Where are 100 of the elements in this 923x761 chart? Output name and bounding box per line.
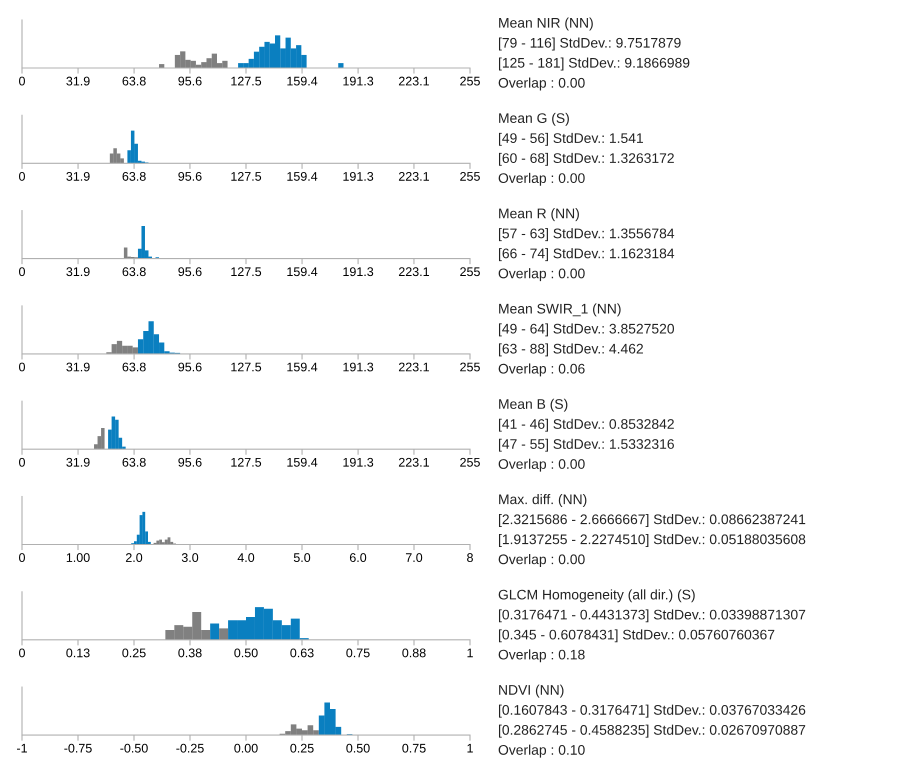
text: GLCM Homogeneity (all dir.) (S): [498, 589, 695, 602]
text: [125 - 181] StdDev.: 9.1866989: [498, 58, 690, 70]
x-tick-label: 191.3: [343, 267, 374, 276]
x-tick-label: 8: [467, 553, 473, 562]
x-tick-label: 0.75: [402, 744, 426, 753]
text: [0.345 - 0.6078431] StdDev.: 0.05760760367: [498, 629, 774, 642]
text: [0.2862745 - 0.4588235] StdDev.: 0.02670970887: [498, 724, 806, 738]
x-tick-label: 127.5: [231, 267, 262, 276]
x-tick-label: 159.4: [287, 458, 318, 467]
text: Overlap : 0.00: [498, 268, 585, 282]
x-tick-label: 0: [19, 172, 25, 181]
text: [47 - 55] StdDev.: 1.5332316: [498, 438, 674, 452]
text: [0.1607843 - 0.3176471] StdDev.: 0.03767033426: [498, 704, 806, 718]
x-tick-label: 1.00: [66, 553, 90, 562]
x-tick-label: 127.5: [231, 362, 262, 372]
text: [63 - 88] StdDev.: 4.462: [498, 343, 643, 356]
text: [2.3215686 - 2.6666667] StdDev.: 0.08662387241: [498, 514, 806, 527]
text: [60 - 68] StdDev.: 1.3263172: [498, 152, 674, 166]
text: [0.3176471 - 0.4431373] StdDev.: 0.03398871307: [498, 609, 806, 622]
text: Mean R (NN): [499, 208, 579, 222]
x-tick-label: 1: [467, 744, 473, 752]
x-tick-label: 0: [19, 458, 25, 467]
text: Overlap : 0.10: [498, 744, 585, 758]
text: Max. diff. (NN): [499, 494, 586, 507]
text: [79 - 116] StdDev.: 9.7517879: [498, 38, 681, 50]
x-tick-label: 0: [19, 362, 25, 372]
x-tick-label: 1: [467, 648, 473, 658]
x-tick-label: 0: [19, 76, 25, 86]
x-tick-label: 4.0: [238, 553, 254, 562]
text: Overlap : 0.00: [498, 554, 585, 567]
x-tick-label: 95.6: [178, 267, 202, 276]
x-tick-label: 0: [19, 553, 25, 562]
text: Overlap : 0.00: [498, 78, 585, 90]
x-tick-label: 255: [460, 458, 480, 467]
text: Overlap : 0.00: [498, 458, 585, 472]
x-tick-label: 63.8: [122, 267, 146, 276]
x-tick-label: 3.0: [182, 553, 198, 562]
x-tick-label: 223.1: [398, 267, 429, 276]
text: [57 - 63] StdDev.: 1.3556784: [498, 228, 674, 242]
x-tick-label: 95.6: [178, 458, 202, 467]
x-tick-label: 6.0: [350, 553, 366, 562]
x-tick-label: 255: [460, 267, 480, 276]
x-tick-label: 0.63: [290, 648, 314, 658]
x-tick-label: 223.1: [398, 362, 429, 372]
x-tick-label: 255: [460, 362, 480, 372]
x-tick-label: 95.6: [178, 172, 202, 181]
text: NDVI (NN): [499, 684, 564, 698]
x-tick-label: 0: [19, 648, 25, 658]
text: [49 - 64] StdDev.: 3.8527520: [498, 323, 674, 336]
text: [41 - 46] StdDev.: 0.8532842: [498, 418, 674, 432]
x-tick-label: -0.25: [176, 744, 204, 753]
x-tick-label: 0.25: [122, 648, 146, 658]
x-tick-label: 0.00: [234, 744, 258, 753]
x-tick-label: 31.9: [66, 267, 90, 276]
x-tick-label: 191.3: [343, 76, 374, 86]
x-tick-label: 63.8: [122, 458, 146, 467]
text: Mean B (S): [499, 398, 568, 412]
x-tick-label: 63.8: [122, 362, 146, 372]
x-tick-label: 0.13: [66, 648, 90, 658]
x-tick-label: 0: [19, 267, 25, 276]
x-tick-label: 0.75: [346, 648, 370, 658]
x-tick-label: 127.5: [231, 172, 262, 181]
x-tick-label: 95.6: [178, 76, 202, 86]
x-tick-label: -1: [17, 744, 27, 752]
x-tick-label: 127.5: [231, 76, 262, 86]
x-tick-label: -0.50: [120, 744, 148, 753]
x-tick-label: 255: [460, 172, 480, 181]
x-tick-label: 63.8: [122, 172, 146, 181]
x-tick-label: 127.5: [231, 458, 262, 467]
x-tick-label: 0.25: [290, 744, 314, 753]
x-tick-label: 223.1: [398, 458, 429, 467]
x-tick-label: 191.3: [343, 362, 374, 372]
x-tick-label: 159.4: [287, 172, 318, 181]
text: [66 - 74] StdDev.: 1.1623184: [498, 248, 674, 262]
text: [1.9137255 - 2.2274510] StdDev.: 0.05188035608: [498, 534, 806, 547]
text: Overlap : 0.06: [498, 363, 585, 376]
x-tick-label: 31.9: [66, 76, 90, 86]
x-tick-label: 191.3: [343, 172, 374, 181]
x-tick-label: 159.4: [287, 267, 318, 276]
x-tick-label: 255: [460, 76, 480, 86]
text: [49 - 56] StdDev.: 1.541: [498, 132, 643, 146]
x-tick-label: 0.50: [346, 744, 370, 753]
x-tick-label: 191.3: [343, 458, 374, 467]
text: Mean NIR (NN): [499, 18, 593, 30]
x-tick-label: 159.4: [287, 76, 318, 86]
x-tick-label: 95.6: [178, 362, 202, 372]
x-tick-label: 5.0: [294, 553, 310, 562]
x-tick-label: 31.9: [66, 362, 90, 372]
x-tick-label: 159.4: [287, 362, 318, 372]
x-tick-label: 7.0: [406, 553, 422, 562]
x-tick-label: -0.75: [64, 744, 92, 753]
x-tick-label: 0.50: [234, 648, 258, 658]
x-tick-label: 223.1: [398, 172, 429, 181]
x-tick-label: 0.88: [402, 648, 426, 658]
text: Mean G (S): [499, 112, 569, 126]
text: Mean SWIR_1 (NN): [499, 303, 621, 316]
x-tick-label: 63.8: [122, 76, 146, 86]
text: Overlap : 0.18: [498, 649, 585, 662]
text: Overlap : 0.00: [498, 172, 585, 186]
x-tick-label: 2.0: [126, 553, 142, 562]
